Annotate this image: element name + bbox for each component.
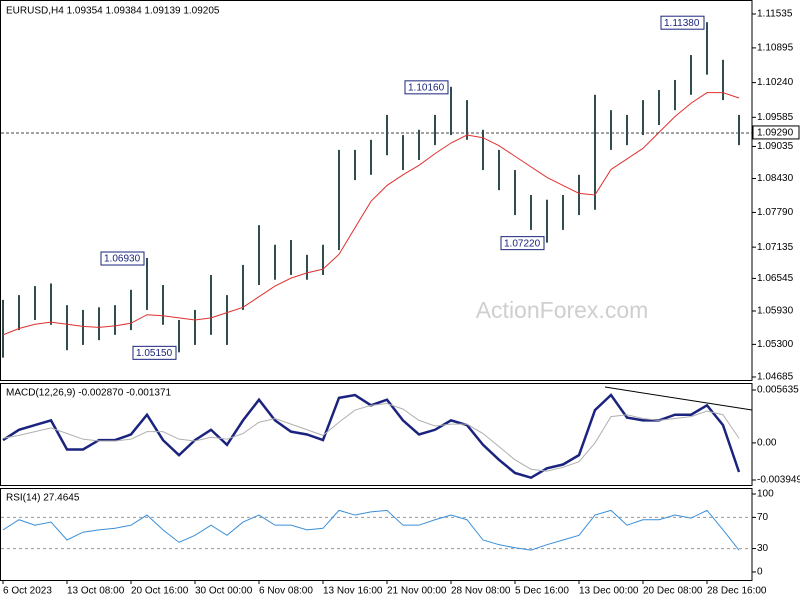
trend-line	[604, 386, 753, 411]
y-tick-label: 1.08430	[757, 173, 794, 184]
y-tick-label: 0.005635	[757, 385, 799, 396]
y-tick-label: 1.06545	[757, 273, 794, 284]
y-tick-label: 30	[757, 543, 769, 554]
y-tick-label: 70	[757, 512, 769, 523]
y-tick-label: 1.09035	[757, 141, 794, 152]
annotation-box	[132, 345, 177, 360]
y-tick-label: 0	[757, 567, 763, 578]
x-tick-label: 6 Oct 2023	[3, 586, 52, 597]
y-tick-label: 1.09585	[757, 112, 794, 123]
x-tick-label: 28 Dec 16:00	[707, 586, 767, 597]
y-tick-label: 1.07135	[757, 242, 794, 253]
annotation-label: 1.10160	[408, 82, 445, 93]
annotation-box	[500, 236, 545, 251]
annotation-label: 1.06930	[104, 254, 141, 265]
y-tick-label: 1.04685	[757, 372, 794, 383]
y-tick-label: 1.05930	[757, 306, 794, 317]
price-label: 1.09290	[757, 128, 794, 139]
panel-title: MACD(12,26,9) -0.002870 -0.001371	[6, 388, 172, 399]
annotation-label: 1.07220	[504, 238, 541, 249]
x-tick-label: 21 Nov 00:00	[387, 586, 447, 597]
annotation-box	[404, 80, 449, 95]
y-tick-label: 1.10240	[757, 77, 794, 88]
x-tick-label: 6 Nov 08:00	[259, 586, 313, 597]
x-tick-label: 20 Oct 16:00	[131, 586, 189, 597]
y-tick-label: 1.11535	[757, 9, 793, 20]
indicator-line	[2, 509, 740, 551]
y-tick-label: 100	[757, 489, 774, 500]
price-label-box	[752, 125, 800, 140]
x-tick-label: 28 Nov 08:00	[451, 586, 511, 597]
x-tick-label: 20 Dec 08:00	[643, 586, 703, 597]
annotation-box	[660, 15, 705, 30]
x-tick-label: 13 Nov 16:00	[323, 586, 383, 597]
y-tick-label: 1.05300	[757, 339, 794, 350]
x-tick-label: 13 Oct 08:00	[67, 586, 125, 597]
y-tick-label: 0.00	[757, 438, 777, 449]
annotation-box	[100, 251, 145, 266]
x-tick-label: 13 Dec 00:00	[579, 586, 639, 597]
price-panel-frame	[0, 0, 753, 381]
rsi-panel-frame	[0, 488, 753, 581]
x-tick-label: 5 Dec 16:00	[515, 586, 569, 597]
x-tick-label: 30 Oct 00:00	[195, 586, 253, 597]
y-tick-label: 1.10895	[757, 43, 794, 54]
panel-title: RSI(14) 27.4645	[6, 493, 80, 504]
macd-panel-frame	[0, 383, 753, 486]
annotation-label: 1.11380	[664, 18, 700, 29]
y-tick-label: -0.003949	[757, 475, 800, 486]
watermark: ActionForex.com	[476, 297, 649, 323]
moving-average	[2, 92, 740, 336]
indicator-line	[2, 402, 740, 472]
panel-title: EURUSD,H4 1.09354 1.09384 1.09139 1.0920…	[6, 6, 220, 17]
y-tick-label: 1.07790	[757, 207, 794, 218]
annotation-label: 1.05150	[136, 348, 173, 359]
